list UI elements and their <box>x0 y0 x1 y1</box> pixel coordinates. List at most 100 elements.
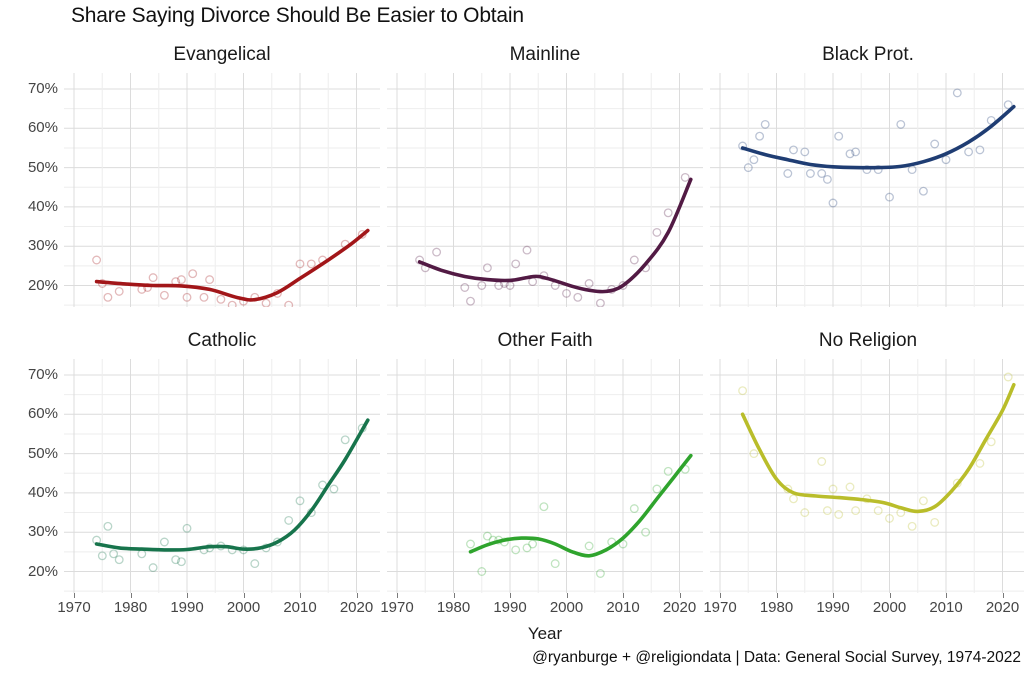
data-point <box>562 288 571 298</box>
x-tick-mark <box>623 593 624 598</box>
data-point <box>159 290 169 300</box>
facet-title-other-faith: Other Faith <box>497 330 593 351</box>
data-point <box>738 386 748 396</box>
source-caption: @ryanburge + @religiondata | Data: Gener… <box>532 649 1021 666</box>
data-point <box>1003 100 1013 110</box>
data-point <box>182 523 192 533</box>
data-point <box>743 163 753 173</box>
data-point <box>618 281 628 290</box>
data-point <box>629 504 639 514</box>
data-point <box>261 298 271 307</box>
facet-title-no-religion: No Religion <box>818 330 918 351</box>
data-point <box>148 273 158 283</box>
x-tick-mark <box>130 593 132 598</box>
data-point <box>550 559 560 569</box>
data-point <box>941 155 951 165</box>
data-point <box>137 549 147 559</box>
y-tick-label: 70% <box>27 80 58 97</box>
data-point <box>584 279 594 288</box>
facet-title-catholic: Catholic <box>187 330 257 351</box>
data-point <box>828 198 838 208</box>
data-point <box>284 515 294 525</box>
data-point <box>964 147 974 157</box>
x-tick-mark <box>946 593 947 598</box>
data-point <box>528 539 538 549</box>
x-tick-mark <box>566 593 568 598</box>
x-tick-label: 1980 <box>113 599 148 616</box>
facet-panel-mainline <box>387 73 703 307</box>
x-tick-mark <box>833 593 834 598</box>
x-tick-mark <box>243 593 245 598</box>
data-point <box>522 543 532 553</box>
data-point <box>171 555 181 565</box>
x-tick-label: 1970 <box>57 599 91 616</box>
data-point <box>822 174 832 184</box>
x-tick-mark <box>356 593 358 598</box>
data-point <box>477 567 487 576</box>
y-tick-label: 60% <box>27 405 58 423</box>
data-point <box>176 557 186 567</box>
data-point <box>975 145 985 155</box>
x-tick-label: 1970 <box>703 599 737 616</box>
data-point <box>511 545 521 555</box>
data-point <box>216 294 226 304</box>
data-point <box>1003 372 1013 382</box>
y-tick-label: 40% <box>27 483 58 501</box>
x-tick-label: 2000 <box>549 599 584 616</box>
data-point <box>199 292 209 302</box>
data-point <box>817 169 827 178</box>
data-point <box>641 527 651 537</box>
x-tick-label: 1990 <box>170 599 204 616</box>
facet-plot-evangelical <box>64 73 380 307</box>
data-point <box>789 145 798 155</box>
data-point <box>663 208 673 218</box>
facet-panel-catholic <box>64 359 380 593</box>
data-point <box>584 541 594 551</box>
data-point <box>432 247 442 257</box>
data-point <box>103 521 113 531</box>
data-point <box>573 292 583 302</box>
data-point <box>789 494 798 504</box>
data-point <box>148 563 158 573</box>
x-tick-label: 2020 <box>339 599 374 616</box>
x-tick-label: 2010 <box>929 599 963 616</box>
facet-title-mainline: Mainline <box>509 44 581 65</box>
data-point <box>834 131 844 141</box>
data-point <box>663 466 673 476</box>
facet-plot-no-religion <box>710 359 1024 593</box>
x-tick-label: 1980 <box>759 599 794 616</box>
x-tick-label: 2000 <box>872 599 907 616</box>
facet-panel-evangelical <box>64 73 380 307</box>
facet-panel-other-faith <box>387 359 703 593</box>
facet-plot-mainline <box>387 73 703 307</box>
data-point <box>986 437 996 447</box>
data-point <box>539 502 549 512</box>
data-point <box>97 551 107 561</box>
data-point <box>357 229 367 239</box>
data-point <box>511 259 521 269</box>
data-point <box>329 484 339 494</box>
trend-line <box>417 177 693 294</box>
data-point <box>873 506 883 516</box>
x-tick-mark <box>679 593 681 598</box>
y-tick-label: 30% <box>27 237 58 255</box>
data-point <box>176 275 186 285</box>
data-point <box>284 300 294 307</box>
facet-plot-catholic <box>64 359 380 593</box>
data-point <box>975 458 985 468</box>
trend-line <box>740 104 1016 170</box>
y-tick-label: 20% <box>27 562 58 580</box>
data-point <box>828 484 838 494</box>
data-point <box>92 255 102 265</box>
data-point <box>749 155 759 165</box>
x-tick-label: 1990 <box>816 599 850 616</box>
data-point <box>103 292 113 302</box>
data-point <box>918 496 928 506</box>
x-tick-mark <box>397 593 398 598</box>
x-tick-label: 1970 <box>380 599 414 616</box>
data-point <box>755 131 765 141</box>
y-tick-label: 70% <box>27 366 58 383</box>
data-point <box>680 172 690 182</box>
data-point <box>834 510 844 519</box>
y-tick-label: 50% <box>27 444 58 462</box>
